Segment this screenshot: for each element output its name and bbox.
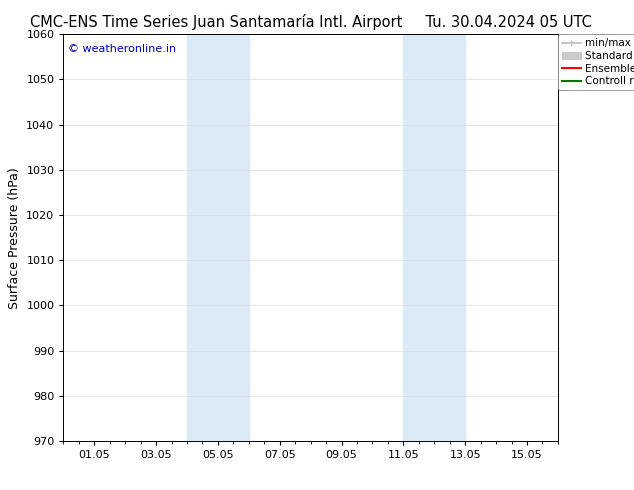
Bar — [187, 34, 249, 441]
Legend: min/max, Standard deviation, Ensemble mean run, Controll run: min/max, Standard deviation, Ensemble me… — [558, 34, 634, 91]
Y-axis label: Surface Pressure (hPa): Surface Pressure (hPa) — [8, 167, 21, 309]
Bar — [403, 34, 465, 441]
Text: © weatheronline.in: © weatheronline.in — [68, 45, 176, 54]
Title: CMC-ENS Time Series Juan Santamaría Intl. Airport     Tu. 30.04.2024 05 UTC: CMC-ENS Time Series Juan Santamaría Intl… — [30, 14, 592, 30]
